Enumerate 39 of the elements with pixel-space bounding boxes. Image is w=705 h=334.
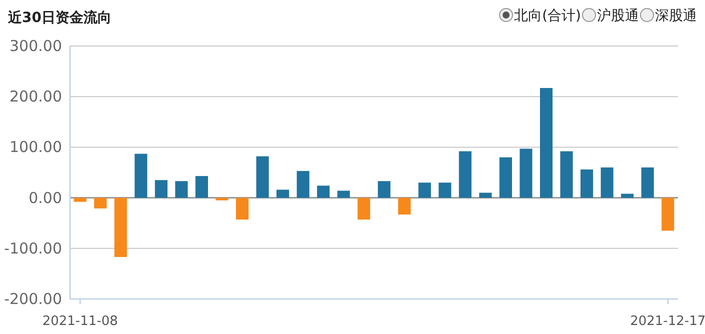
- bar: [337, 190, 350, 198]
- bar: [317, 186, 330, 198]
- bar: [175, 181, 188, 198]
- bar: [276, 190, 290, 198]
- bar: [94, 198, 107, 208]
- y-tick-label: 200.00: [10, 88, 62, 106]
- y-tick-label: 0.00: [28, 188, 62, 207]
- bar: [195, 176, 208, 198]
- bar: [74, 198, 86, 202]
- bar: [398, 198, 411, 214]
- chart-title: 近30日资金流向: [7, 9, 112, 26]
- bar: [641, 167, 654, 198]
- y-tick-label: 300.00: [10, 37, 62, 55]
- x-tick-label: 2021-12-17: [630, 314, 705, 329]
- bar: [621, 194, 634, 198]
- bar: [418, 182, 431, 198]
- bar: [540, 88, 553, 198]
- bar: [378, 181, 390, 198]
- x-tick-label: 2021-11-08: [42, 314, 118, 329]
- bar: [154, 180, 168, 198]
- y-tick-label: -200.00: [4, 290, 62, 308]
- bar: [358, 198, 370, 220]
- bar: [256, 156, 269, 198]
- bar: [479, 192, 492, 198]
- bar: [520, 148, 532, 198]
- y-tick-label: 100.00: [10, 138, 62, 156]
- bar: [580, 169, 594, 198]
- bar: [662, 198, 674, 231]
- bar: [600, 167, 614, 198]
- bar: [438, 182, 452, 198]
- y-tick-label: -100.00: [4, 239, 62, 258]
- bar: [560, 151, 573, 198]
- bar: [236, 198, 249, 220]
- bar: [134, 154, 148, 198]
- bar: [296, 170, 310, 198]
- bar: [114, 198, 127, 257]
- bar: [499, 157, 512, 198]
- bar: [216, 198, 228, 200]
- bar: [458, 151, 472, 198]
